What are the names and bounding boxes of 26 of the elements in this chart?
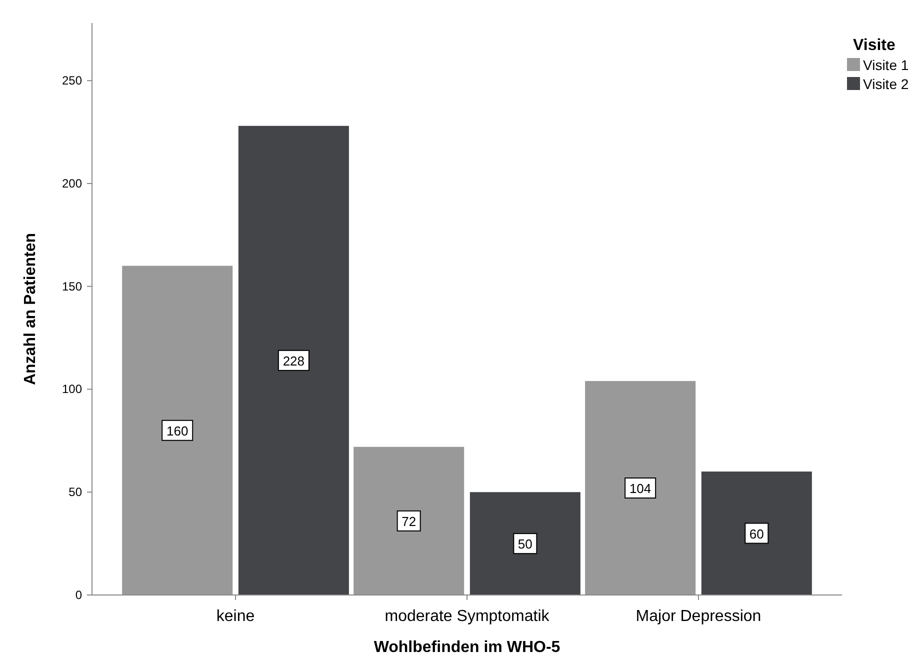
y-tick-label: 100 [62, 382, 82, 396]
x-tick-label: Major Depression [636, 608, 762, 625]
legend-title: Visite [853, 37, 896, 54]
data-label: 160 [166, 423, 188, 438]
data-label: 50 [518, 536, 532, 552]
bar [470, 492, 580, 595]
bar [585, 381, 696, 595]
bar [122, 266, 233, 595]
y-tick-label: 200 [62, 176, 82, 190]
legend-label: Visite 1 [863, 57, 909, 73]
y-tick-label: 0 [75, 588, 82, 602]
x-tick-label: keine [216, 608, 255, 625]
data-label: 228 [282, 353, 305, 368]
legend-label: Visite 2 [863, 76, 909, 92]
x-tick-label: moderate Symptomatik [384, 608, 550, 625]
bar [701, 472, 812, 595]
y-tick-label: 150 [62, 279, 82, 294]
y-tick-label: 250 [62, 74, 82, 88]
data-label: 72 [402, 514, 416, 529]
y-axis-title: Anzahl an Patienten [22, 232, 39, 386]
data-label: 104 [629, 481, 652, 496]
bar [354, 446, 464, 595]
y-tick-label: 50 [68, 485, 82, 500]
x-axis-title: Wohlbefinden im WHO-5 [374, 639, 560, 655]
bar [238, 126, 349, 595]
data-label: 60 [749, 526, 764, 542]
